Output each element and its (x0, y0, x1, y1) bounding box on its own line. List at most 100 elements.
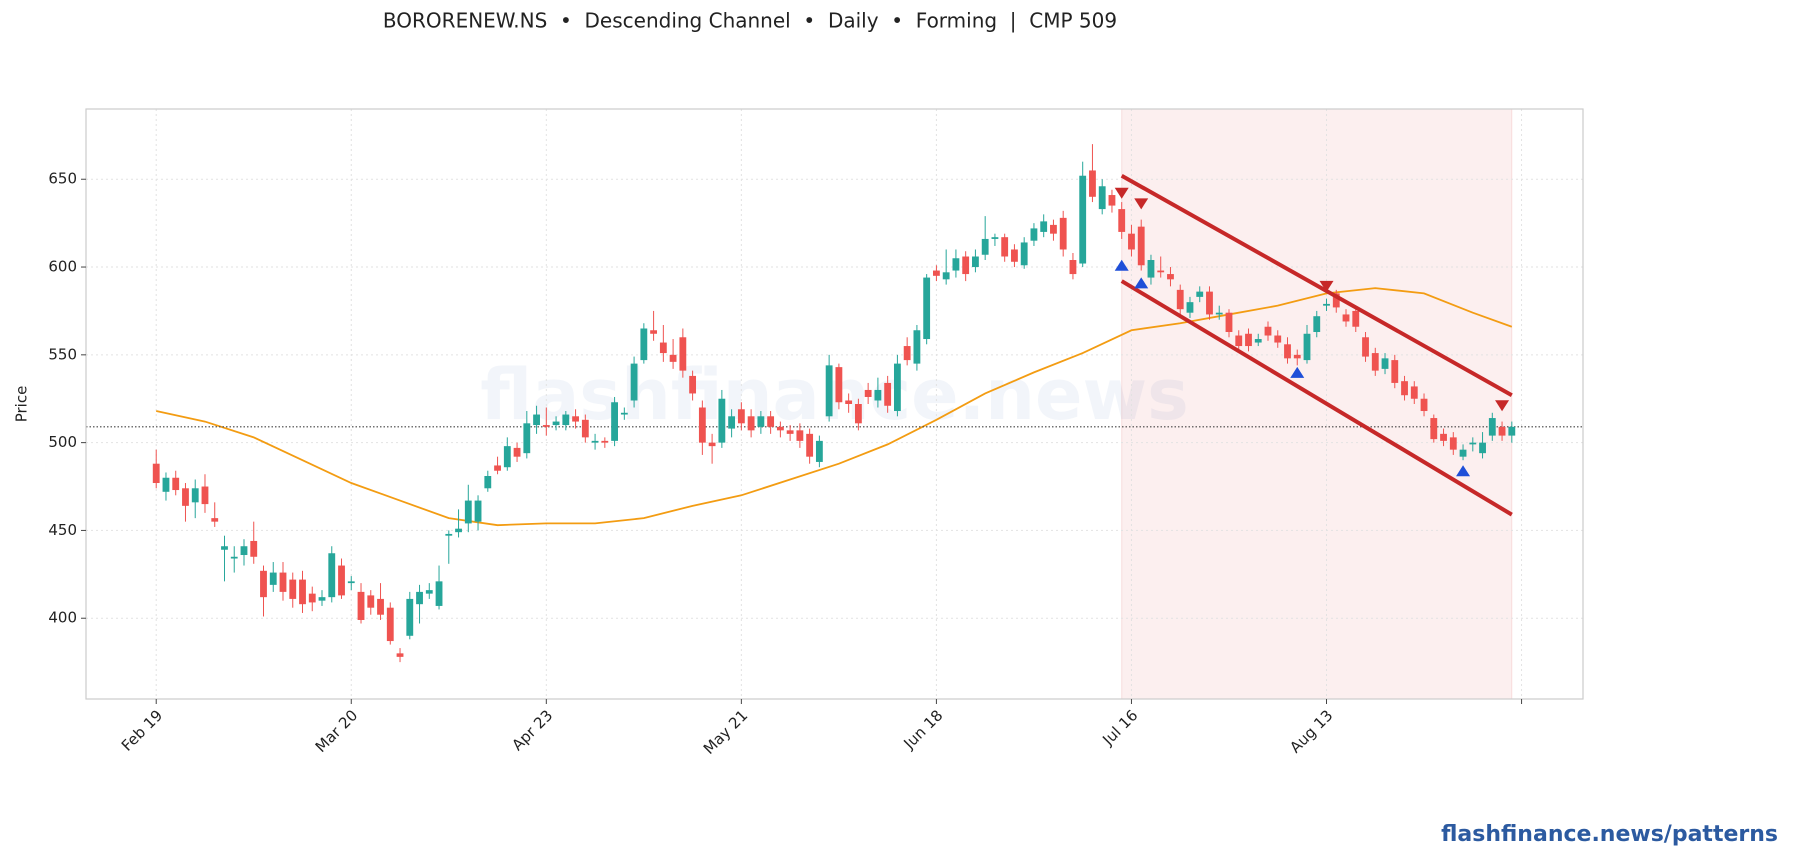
pivot-high-marker (1319, 280, 1334, 292)
candle-body (640, 328, 648, 361)
candle-body (669, 354, 677, 362)
candle-body (747, 416, 755, 431)
candle-body (445, 533, 453, 536)
candle-body (1264, 326, 1272, 336)
candle-body (523, 423, 531, 454)
candle-body (884, 382, 892, 406)
candle-body (1040, 221, 1048, 232)
pivot-high-marker (1114, 187, 1129, 199)
candle-body (806, 433, 814, 457)
candle-body (1401, 381, 1408, 396)
candle-body (386, 607, 394, 642)
candle-body (152, 463, 160, 484)
candle-body (1381, 358, 1389, 369)
candle-body (1469, 442, 1477, 445)
candle-body (513, 447, 521, 457)
candle-body (972, 256, 979, 268)
candle-body (425, 590, 433, 594)
candle-body (562, 414, 570, 426)
candle-body (1215, 312, 1223, 315)
candle-body (299, 579, 306, 605)
candle-body (1069, 260, 1077, 275)
candle-body (718, 398, 726, 443)
y-tick-label: 600 (48, 258, 77, 276)
y-tick-label: 450 (48, 521, 77, 539)
candle-body (182, 488, 189, 506)
y-tick-label: 650 (48, 170, 77, 188)
candle-body (903, 346, 911, 361)
candle-body (1284, 344, 1291, 359)
candle-body (552, 421, 560, 426)
plot-frame (85, 108, 1584, 700)
candle-body (1157, 270, 1165, 273)
candle-body (942, 272, 950, 280)
channel-lower (1120, 279, 1513, 517)
candle-body (864, 389, 872, 397)
candle-body (308, 593, 316, 603)
candle-body (396, 653, 404, 657)
candle-body (221, 546, 228, 550)
y-tick-label: 500 (48, 433, 77, 451)
candle-body (1001, 237, 1009, 257)
candle-body (279, 572, 287, 592)
pattern-region (1121, 108, 1513, 700)
candle-body (1206, 291, 1213, 315)
candle-body (659, 342, 667, 354)
watermark: flashfinance.news (480, 354, 1189, 436)
candle-body (845, 400, 853, 404)
candle-body (601, 440, 609, 443)
candle-body (269, 572, 277, 585)
candle-body (1362, 337, 1369, 357)
candle-body (1313, 316, 1321, 333)
candle-body (952, 258, 960, 271)
candle-body (1245, 333, 1252, 347)
candle-body (1391, 360, 1399, 383)
candle-body (1089, 170, 1096, 197)
pivot-low-marker (1134, 277, 1149, 289)
candle-body (1498, 426, 1506, 436)
candle-body (260, 570, 267, 598)
candle-body (1050, 224, 1057, 234)
candle-body (347, 581, 355, 584)
candle-body (796, 430, 804, 441)
y-tick-label: 550 (48, 345, 77, 363)
candle-body (1342, 314, 1350, 322)
candle-body (503, 446, 511, 468)
candle-body (1440, 433, 1447, 441)
candle-body (981, 238, 989, 255)
candle-body (201, 486, 209, 505)
candle-body (991, 237, 999, 239)
candle-body (572, 416, 579, 422)
pivot-low-marker (1290, 366, 1305, 378)
candle-body (455, 528, 462, 533)
candle-body (893, 363, 901, 412)
candle-body (708, 442, 716, 447)
candle-body (1274, 335, 1282, 343)
candle-body (172, 477, 180, 491)
candle-body (357, 591, 365, 620)
plot-area: flashfinance.news (86, 108, 1583, 700)
candle-body (1449, 437, 1457, 450)
candle-body (328, 553, 336, 598)
candle-body (737, 409, 745, 424)
pivot-high-marker (1495, 400, 1510, 412)
candle-body (815, 440, 823, 462)
candle-body (1167, 274, 1174, 280)
candle-body (1011, 249, 1018, 262)
candle-body (230, 556, 238, 559)
candle-body (835, 367, 843, 403)
footer-link: flashfinance.news/patterns (1441, 822, 1778, 847)
candle-body (240, 546, 248, 556)
candle-body (162, 477, 170, 492)
pivot-low-marker (1456, 465, 1471, 477)
candle-body (776, 426, 784, 431)
candle-body (932, 270, 940, 276)
candle-body (1176, 289, 1184, 310)
pivot-high-marker (1134, 198, 1149, 210)
candle-body (620, 412, 628, 415)
candle-body (767, 416, 775, 427)
candle-body (611, 402, 618, 441)
candle-body (1488, 418, 1496, 436)
candle-body (650, 330, 658, 334)
